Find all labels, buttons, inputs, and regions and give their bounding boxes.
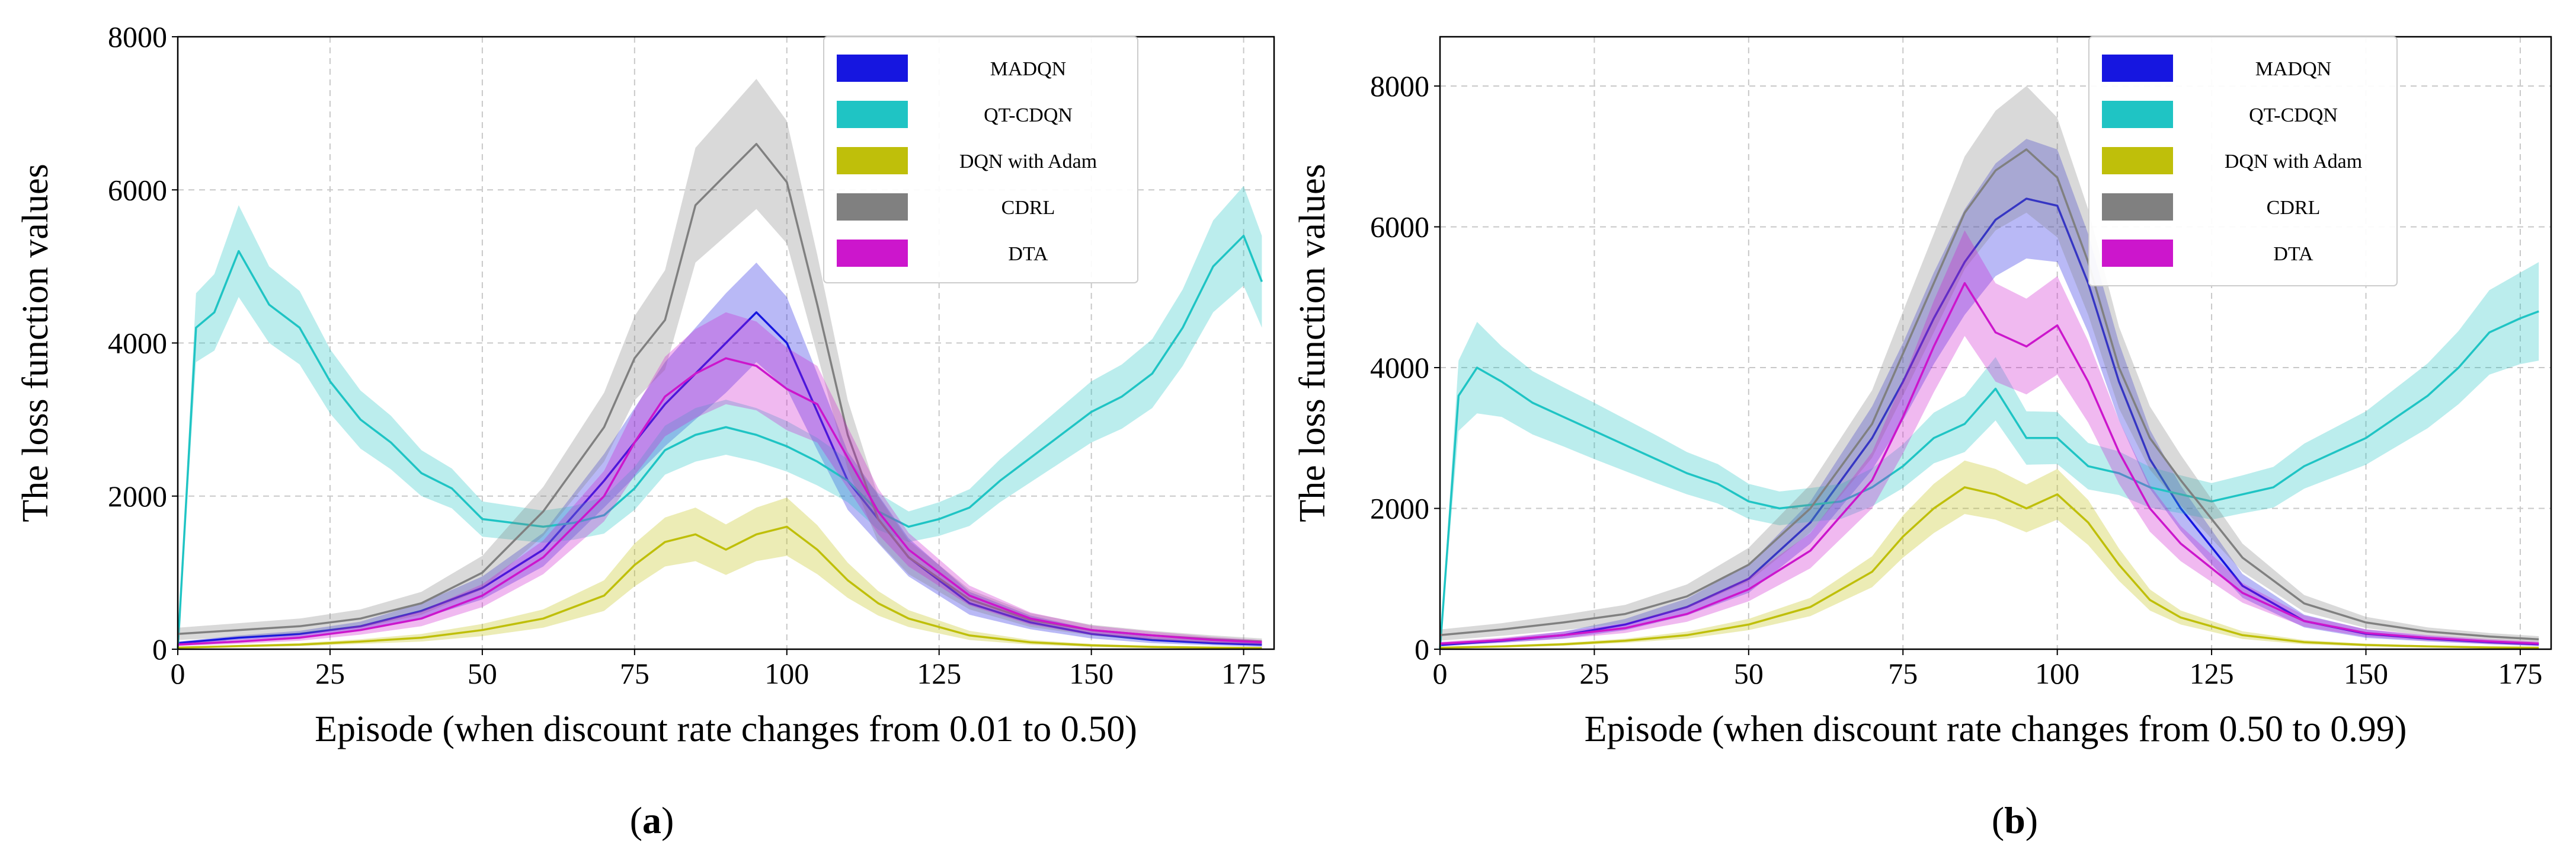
x-tick-label: 25 (1579, 657, 1609, 690)
series-line-dqn-with-adam (1439, 486, 2539, 649)
x-tick-label: 125 (2190, 657, 2234, 690)
y-axis-label: The loss function values (1292, 164, 1333, 522)
legend-label: CDRL (1001, 197, 1055, 219)
legend-label: MADQN (2255, 58, 2331, 80)
panel-caption: (a) (630, 799, 674, 841)
series-band-madqn (1440, 139, 2539, 647)
y-tick-label: 4000 (108, 327, 167, 360)
legend-swatch (837, 193, 908, 221)
series-line-dta (1439, 282, 2539, 645)
series-band-dta (1440, 230, 2539, 646)
y-tick-label: 0 (152, 633, 167, 666)
y-tick-label: 2000 (1370, 492, 1429, 525)
chart-panel-a: 0 25 50 75 100 125 150 175 0 2000 4000 6000 8000 MADQ… (15, 20, 1275, 841)
x-tick-label: 50 (468, 657, 497, 690)
y-tick-label: 0 (1415, 633, 1429, 666)
x-tick-label: 150 (2344, 657, 2388, 690)
legend-label: QT-CDQN (984, 104, 1073, 126)
panel-caption: (b) (1992, 799, 2038, 841)
legend-swatch (2102, 55, 2173, 82)
series-band-dqn-with-adam (1440, 460, 2539, 649)
x-tick-label: 175 (2498, 657, 2542, 690)
plot-frame (1439, 36, 2552, 650)
series-line-cdrl (1439, 148, 2539, 641)
series-band-qt-cdqn (1440, 262, 2539, 649)
legend-swatch (837, 101, 908, 128)
x-tick-label: 125 (917, 657, 961, 690)
y-tick-label: 8000 (108, 20, 167, 53)
series-band-cdrl (178, 79, 1262, 645)
series-band-dta (178, 312, 1262, 646)
legend-label: CDRL (2267, 197, 2321, 219)
legend-box (823, 36, 1138, 283)
legend-swatch (837, 240, 908, 267)
y-tick-label: 2000 (108, 480, 167, 513)
chart-panel-b: 0 25 50 75 100 125 150 175 0 2000 4000 6000 8000 MADQ… (1292, 36, 2552, 841)
x-tick-label: 150 (1069, 657, 1113, 690)
legend-label: DQN with Adam (959, 151, 1097, 173)
series-band-dqn-with-adam (178, 497, 1262, 649)
y-tick-label: 6000 (1370, 210, 1429, 244)
y-tick-label: 8000 (1370, 69, 1429, 103)
series-band-qt-cdqn (178, 186, 1262, 649)
x-axis-label: Episode (when discount rate changes from… (315, 709, 1137, 749)
x-axis-label: Episode (when discount rate changes from… (1585, 709, 2407, 749)
y-tick-label: 4000 (1370, 351, 1429, 384)
legend-label: DTA (1008, 243, 1048, 265)
series-line-qt-cdqn (177, 234, 1263, 650)
x-tick-label: 175 (1221, 657, 1266, 690)
legend-swatch (2102, 240, 2173, 267)
x-tick-label: 100 (764, 657, 809, 690)
legend-label: DQN with Adam (2225, 151, 2362, 173)
legend: MADQN QT-CDQN DQN with Adam CDRL DTA (823, 36, 1138, 283)
legend-swatch (837, 55, 908, 82)
plot-frame (177, 36, 1275, 650)
series-band-cdrl (1440, 86, 2539, 643)
legend-swatch (2102, 147, 2173, 174)
legend-swatch (2102, 101, 2173, 128)
x-tick-label: 75 (620, 657, 649, 690)
y-axis-label: The loss function values (15, 164, 56, 522)
series-line-madqn (177, 311, 1262, 646)
legend: MADQN QT-CDQN DQN with Adam CDRL DTA (2088, 36, 2398, 286)
series-band-madqn (178, 262, 1262, 647)
legend-label: MADQN (990, 58, 1066, 80)
x-tick-label: 25 (315, 657, 345, 690)
series-line-qt-cdqn (1439, 310, 2539, 650)
x-tick-label: 100 (2035, 657, 2079, 690)
legend-swatch (2102, 193, 2173, 221)
legend-box (2088, 36, 2398, 286)
series-line-dta (177, 357, 1262, 646)
x-tick-label: 50 (1734, 657, 1764, 690)
y-tick-label: 6000 (108, 173, 167, 206)
x-tick-label: 75 (1888, 657, 1918, 690)
x-tick-label: 0 (171, 657, 185, 690)
legend-label: DTA (2273, 243, 2313, 265)
x-tick-label: 0 (1433, 657, 1448, 690)
series-line-dqn-with-adam (177, 525, 1262, 649)
series-line-cdrl (177, 143, 1262, 643)
legend-swatch (837, 147, 908, 174)
legend-label: QT-CDQN (2249, 104, 2338, 126)
